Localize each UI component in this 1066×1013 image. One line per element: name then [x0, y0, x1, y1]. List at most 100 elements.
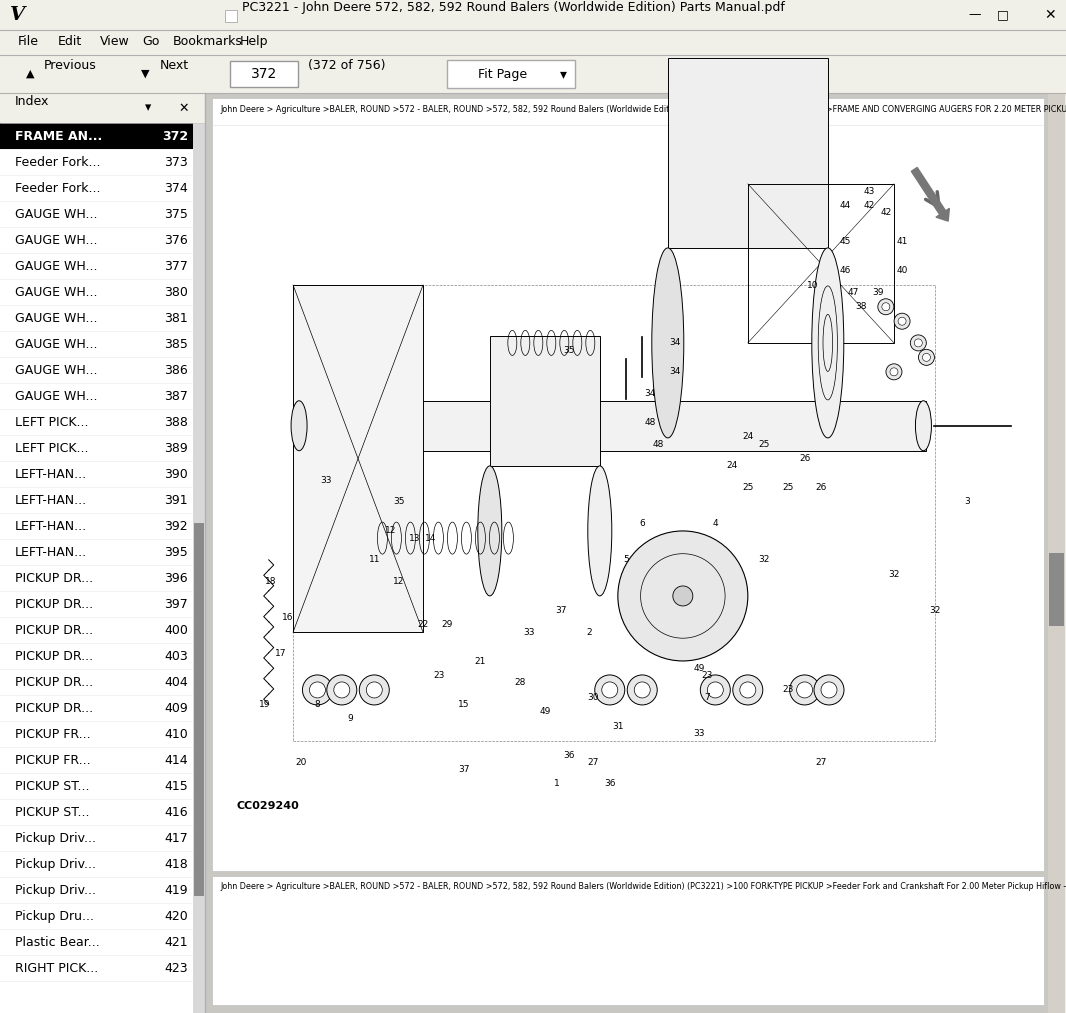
Ellipse shape	[327, 675, 357, 705]
Ellipse shape	[700, 675, 730, 705]
Text: 38: 38	[856, 302, 868, 311]
Text: 36: 36	[564, 751, 575, 760]
Text: 42: 42	[881, 209, 891, 217]
Text: 25: 25	[782, 483, 794, 492]
Bar	[0, 799, 193, 825]
Text: 386: 386	[164, 364, 188, 377]
Text: 18: 18	[264, 577, 276, 586]
Text: 48: 48	[652, 440, 664, 449]
Text: 39: 39	[872, 288, 884, 297]
Text: Feeder Fork...: Feeder Fork...	[15, 156, 100, 168]
Ellipse shape	[882, 303, 890, 311]
Bar	[0, 487, 193, 513]
Ellipse shape	[595, 675, 625, 705]
Text: 34: 34	[669, 368, 680, 376]
Bar	[0, 955, 193, 981]
Ellipse shape	[814, 675, 844, 705]
Text: PICKUP FR...: PICKUP FR...	[15, 727, 91, 741]
Bar	[0, 279, 193, 305]
Text: 29: 29	[441, 620, 453, 629]
Bar	[0, 30, 1066, 55]
Text: 46: 46	[840, 266, 851, 276]
Bar	[0, 305, 193, 331]
Text: Previous: Previous	[44, 59, 97, 72]
Text: GAUGE WH...: GAUGE WH...	[15, 234, 97, 246]
Text: 32: 32	[928, 606, 940, 615]
Ellipse shape	[919, 349, 935, 366]
Text: 23: 23	[701, 671, 713, 680]
Text: 17: 17	[275, 649, 287, 658]
Ellipse shape	[651, 248, 683, 438]
Text: 373: 373	[164, 156, 188, 168]
Text: 410: 410	[164, 727, 188, 741]
Text: 16: 16	[281, 613, 293, 622]
Bar	[0, 227, 193, 253]
Text: 2: 2	[586, 628, 593, 636]
Text: 27: 27	[815, 758, 826, 767]
Ellipse shape	[673, 586, 693, 606]
Text: 4: 4	[712, 519, 718, 528]
Text: 26: 26	[798, 454, 810, 463]
Text: 30: 30	[587, 693, 599, 702]
Text: 33: 33	[693, 728, 705, 737]
Bar	[194, 523, 204, 897]
Text: 36: 36	[604, 779, 615, 788]
Bar	[0, 0, 1066, 30]
Text: 389: 389	[164, 442, 188, 455]
Text: PICKUP DR...: PICKUP DR...	[15, 649, 93, 663]
Text: ✕: ✕	[1045, 8, 1055, 22]
Bar	[0, 903, 193, 929]
Bar	[0, 513, 193, 539]
Text: PICKUP DR...: PICKUP DR...	[15, 571, 93, 585]
Ellipse shape	[790, 675, 820, 705]
Text: 372: 372	[162, 130, 188, 143]
Text: □: □	[997, 8, 1008, 21]
Text: 9: 9	[348, 714, 353, 723]
Bar	[206, 93, 1065, 1013]
Text: 400: 400	[164, 623, 188, 636]
Text: 41: 41	[897, 237, 908, 246]
Text: 45: 45	[840, 237, 851, 246]
Text: 40: 40	[897, 266, 908, 276]
Ellipse shape	[587, 466, 612, 596]
Text: LEFT-HAN...: LEFT-HAN...	[15, 545, 87, 558]
FancyArrow shape	[911, 167, 950, 221]
Bar	[0, 591, 193, 617]
Text: PICKUP DR...: PICKUP DR...	[15, 701, 93, 714]
Ellipse shape	[821, 682, 837, 698]
Text: PC3221 - John Deere 572, 582, 592 Round Balers (Worldwide Edition) Parts Manual.: PC3221 - John Deere 572, 582, 592 Round …	[242, 0, 785, 13]
Ellipse shape	[890, 368, 898, 376]
Ellipse shape	[634, 682, 650, 698]
Bar	[0, 721, 193, 747]
Text: ▲: ▲	[26, 69, 34, 79]
Text: 376: 376	[164, 234, 188, 246]
Text: 34: 34	[645, 389, 656, 398]
Bar	[0, 851, 193, 877]
Bar	[0, 773, 193, 799]
Ellipse shape	[291, 401, 307, 451]
Text: 7: 7	[705, 693, 710, 702]
Text: PICKUP FR...: PICKUP FR...	[15, 754, 91, 767]
Text: 43: 43	[863, 186, 875, 196]
Text: PICKUP ST...: PICKUP ST...	[15, 805, 90, 819]
Text: 37: 37	[555, 606, 567, 615]
Bar	[230, 61, 298, 87]
Bar	[0, 695, 193, 721]
Text: 10: 10	[807, 281, 819, 290]
Bar	[0, 435, 193, 461]
Text: Pickup Dru...: Pickup Dru...	[15, 910, 94, 923]
Bar	[0, 253, 193, 279]
Bar	[0, 93, 205, 1013]
Bar	[0, 201, 193, 227]
Text: 374: 374	[164, 181, 188, 194]
Bar	[0, 929, 193, 955]
Text: GAUGE WH...: GAUGE WH...	[15, 390, 97, 402]
Ellipse shape	[910, 335, 926, 350]
Ellipse shape	[894, 313, 910, 329]
Ellipse shape	[898, 317, 906, 325]
Text: GAUGE WH...: GAUGE WH...	[15, 337, 97, 350]
Text: LEFT PICK...: LEFT PICK...	[15, 442, 88, 455]
Text: FRAME AN...: FRAME AN...	[15, 130, 102, 143]
Text: 409: 409	[164, 701, 188, 714]
Text: John Deere > Agriculture >BALER, ROUND >572 - BALER, ROUND >572, 582, 592 Round : John Deere > Agriculture >BALER, ROUND >…	[220, 105, 1066, 114]
